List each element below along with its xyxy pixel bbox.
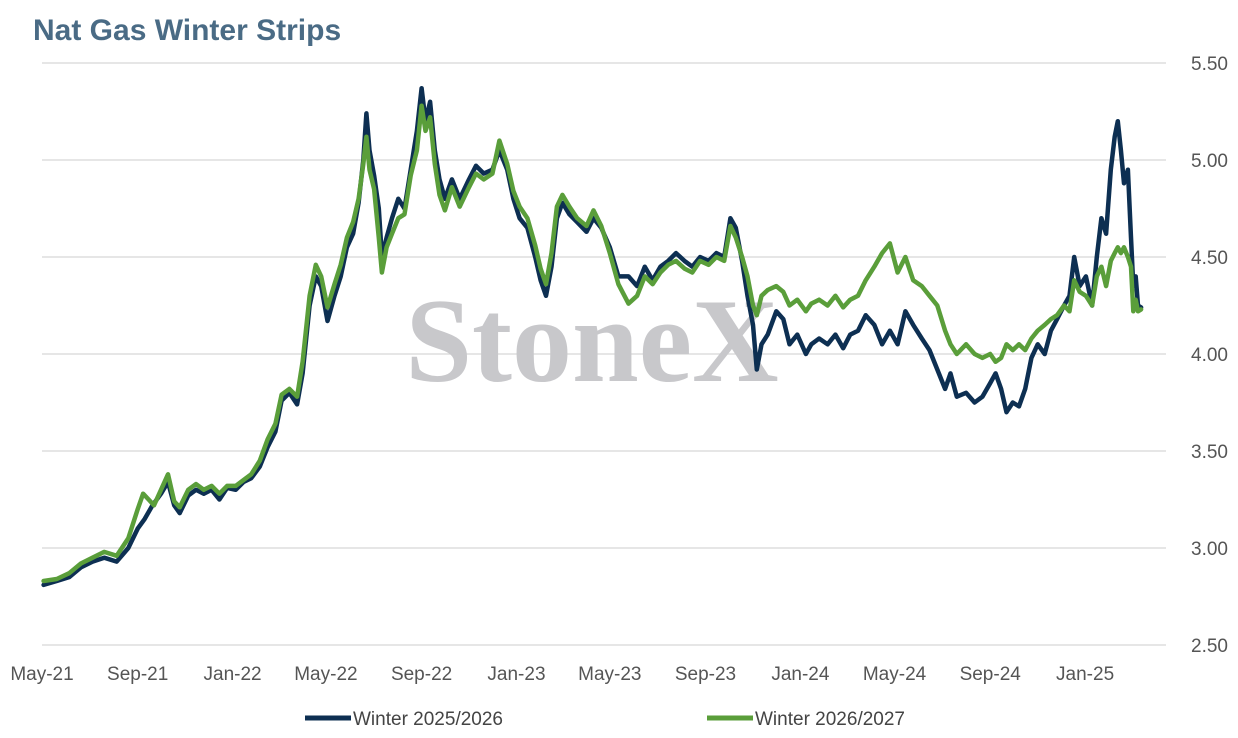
y-tick-label: 4.50 [1191, 248, 1228, 269]
x-tick-label: Jan-23 [487, 664, 545, 685]
stonex-watermark: StoneX [405, 274, 778, 407]
x-tick-label: Sep-22 [391, 664, 452, 685]
y-tick-label: 5.00 [1191, 151, 1228, 172]
x-tick-label: May-23 [578, 664, 641, 685]
legend-label: Winter 2025/2026 [353, 709, 503, 730]
gridlines [42, 62, 1166, 646]
x-tick-label: May-24 [863, 664, 927, 685]
x-tick-label: Jan-25 [1056, 664, 1114, 685]
x-tick-label: Sep-21 [107, 664, 168, 685]
y-tick-label: 3.50 [1191, 442, 1228, 463]
y-tick-label: 3.00 [1191, 539, 1228, 560]
x-tick-label: Sep-23 [675, 664, 736, 685]
x-tick-label: Sep-24 [960, 664, 1022, 685]
x-tick-label: Jan-22 [204, 664, 262, 685]
x-tick-label: May-21 [10, 664, 73, 685]
x-axis-tick-labels: May-21 Sep-21 Jan-22 May-22 Sep-22 Jan-23 May-… [10, 664, 1114, 685]
chart-title: Nat Gas Winter Strips [33, 14, 342, 47]
series-lines [41, 85, 1144, 588]
y-tick-label: 2.50 [1191, 636, 1228, 657]
x-tick-label: Jan-24 [771, 664, 830, 685]
y-tick-label: 4.00 [1191, 345, 1228, 366]
y-tick-label: 5.50 [1191, 54, 1228, 75]
y-axis-tick-labels: 2.50 3.00 3.50 4.00 4.50 5.00 5.50 [1191, 54, 1228, 657]
legend-label: Winter 2026/2027 [755, 709, 905, 730]
x-tick-label: May-22 [294, 664, 357, 685]
legend: Winter 2025/2026 Winter 2026/2027 [305, 709, 905, 730]
series-line-2 [41, 103, 1144, 584]
